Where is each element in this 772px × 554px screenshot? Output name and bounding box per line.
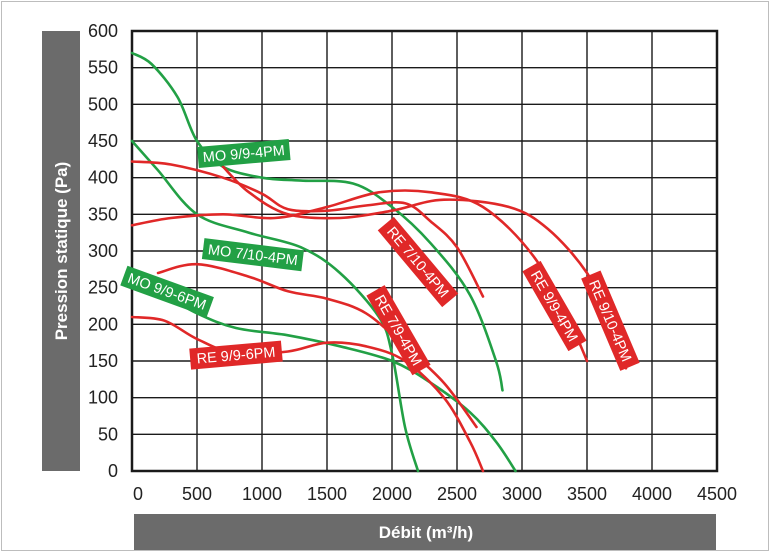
- y-tick-label: 100: [88, 388, 118, 408]
- y-tick-label: 600: [88, 21, 118, 41]
- series-label-box: [197, 139, 291, 168]
- x-axis-title-band: [134, 514, 716, 550]
- y-tick-label: 350: [88, 204, 118, 224]
- series-label: MO 9/9-4PM: [202, 143, 285, 166]
- y-tick-label: 300: [88, 241, 118, 261]
- x-tick-label: 500: [182, 484, 212, 504]
- x-tick-label: 2500: [437, 484, 477, 504]
- y-tick-label: 150: [88, 351, 118, 371]
- series-line-mo-9-9-4pm: [130, 51, 504, 392]
- series: [130, 51, 628, 473]
- y-tick-label: 550: [88, 58, 118, 78]
- series-label: RE 9/10-4PM: [585, 278, 634, 364]
- x-tick-label: 3500: [567, 484, 607, 504]
- y-axis-title: Pression statique (Pa): [52, 162, 71, 341]
- x-tick-label: 4000: [632, 484, 672, 504]
- x-tick-label: 2000: [372, 484, 412, 504]
- series-label: RE 9/9-4PM: [527, 268, 580, 344]
- y-tick-label: 50: [98, 424, 118, 444]
- series-line-re-9-9-6pm: [156, 262, 478, 429]
- series-label-box: [201, 238, 304, 272]
- series-line-re-7-9-4pm: [130, 315, 485, 473]
- x-tick-label: 1000: [242, 484, 282, 504]
- series-label-box: [522, 260, 587, 352]
- x-tick-label: 4500: [697, 484, 737, 504]
- series-line-re-7-10-4pm: [130, 160, 485, 298]
- y-axis-title-band: [42, 31, 80, 471]
- x-tick-label: 0: [133, 484, 143, 504]
- y-tick-label: 200: [88, 314, 118, 334]
- series-label: RE 9/9-6PM: [196, 345, 276, 368]
- series-label-box: [366, 285, 431, 376]
- y-tick-label: 0: [108, 461, 118, 481]
- series-label-group: RE 9/10-4PM: [581, 270, 640, 371]
- series-label-box: [377, 216, 459, 308]
- series-line-mo-7-10-4pm: [130, 139, 420, 473]
- plot-area-border: [130, 29, 719, 473]
- tick-labels: 0 500 1000 1500 2000 2500 3000 3500 4000 4500 0 50 1…: [88, 21, 737, 504]
- series-label-group: RE 9/9-6PM: [189, 340, 283, 370]
- series-label-box: [120, 265, 214, 317]
- x-tick-label: 3000: [502, 484, 542, 504]
- y-tick-label: 250: [88, 278, 118, 298]
- y-tick-label: 450: [88, 131, 118, 151]
- x-tick-label: 1500: [307, 484, 347, 504]
- y-tick-label: 400: [88, 168, 118, 188]
- series-label: RE 7/10-4PM: [383, 224, 451, 301]
- series-label-group: MO 9/9-6PM: [120, 265, 214, 317]
- series-label-group: MO 9/9-4PM: [197, 139, 291, 168]
- series-label-group: RE 7/9-4PM: [366, 285, 431, 376]
- x-axis-title: Débit (m³/h): [379, 523, 473, 542]
- series-label-box: [581, 270, 640, 371]
- series-label-box: [189, 340, 283, 370]
- y-tick-label: 500: [88, 94, 118, 114]
- series-label-group: RE 9/9-4PM: [522, 260, 587, 352]
